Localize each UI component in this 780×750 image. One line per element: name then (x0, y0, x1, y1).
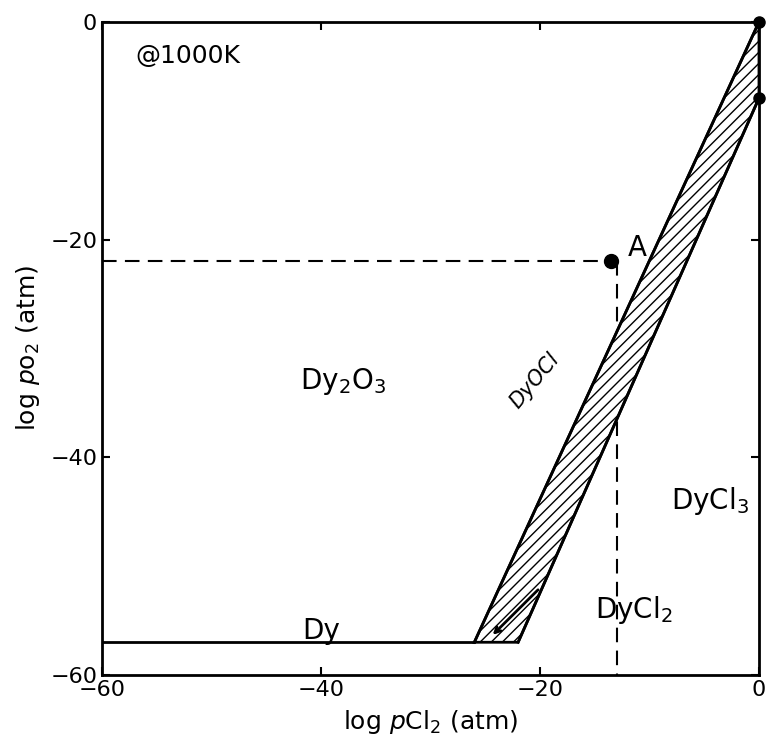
X-axis label: log $p$Cl$_{2}$ (atm): log $p$Cl$_{2}$ (atm) (343, 708, 518, 736)
Polygon shape (474, 22, 759, 642)
Text: DyCl$_{3}$: DyCl$_{3}$ (672, 484, 750, 517)
Text: @1000K: @1000K (135, 44, 240, 68)
Text: Dy$_{2}$O$_{3}$: Dy$_{2}$O$_{3}$ (300, 365, 386, 397)
Text: A: A (628, 234, 647, 262)
Text: DyCl$_{2}$: DyCl$_{2}$ (595, 593, 672, 626)
Text: DyOCl: DyOCl (506, 350, 563, 412)
Y-axis label: log $p$o$_{2}$ (atm): log $p$o$_{2}$ (atm) (14, 266, 42, 431)
Text: Dy: Dy (302, 617, 340, 646)
